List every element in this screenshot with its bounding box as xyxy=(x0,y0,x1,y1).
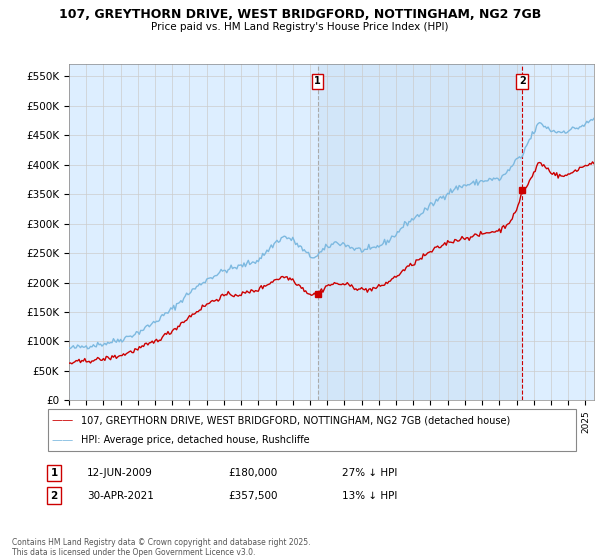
Text: 27% ↓ HPI: 27% ↓ HPI xyxy=(342,468,397,478)
Text: £180,000: £180,000 xyxy=(228,468,277,478)
Text: Price paid vs. HM Land Registry's House Price Index (HPI): Price paid vs. HM Land Registry's House … xyxy=(151,22,449,32)
Text: ——: —— xyxy=(51,416,73,426)
Bar xyxy=(317,64,522,400)
Text: 1: 1 xyxy=(50,468,58,478)
Text: 107, GREYTHORN DRIVE, WEST BRIDGFORD, NOTTINGHAM, NG2 7GB (detached house): 107, GREYTHORN DRIVE, WEST BRIDGFORD, NO… xyxy=(81,416,510,426)
Text: £357,500: £357,500 xyxy=(228,491,277,501)
Text: ——: —— xyxy=(51,435,73,445)
Text: 2: 2 xyxy=(50,491,58,501)
Text: 1: 1 xyxy=(314,76,321,86)
Text: 12-JUN-2009: 12-JUN-2009 xyxy=(87,468,153,478)
Text: 107, GREYTHORN DRIVE, WEST BRIDGFORD, NOTTINGHAM, NG2 7GB: 107, GREYTHORN DRIVE, WEST BRIDGFORD, NO… xyxy=(59,8,541,21)
Text: 30-APR-2021: 30-APR-2021 xyxy=(87,491,154,501)
Text: 13% ↓ HPI: 13% ↓ HPI xyxy=(342,491,397,501)
Text: Contains HM Land Registry data © Crown copyright and database right 2025.
This d: Contains HM Land Registry data © Crown c… xyxy=(12,538,311,557)
Text: 2: 2 xyxy=(519,76,526,86)
Text: HPI: Average price, detached house, Rushcliffe: HPI: Average price, detached house, Rush… xyxy=(81,435,310,445)
